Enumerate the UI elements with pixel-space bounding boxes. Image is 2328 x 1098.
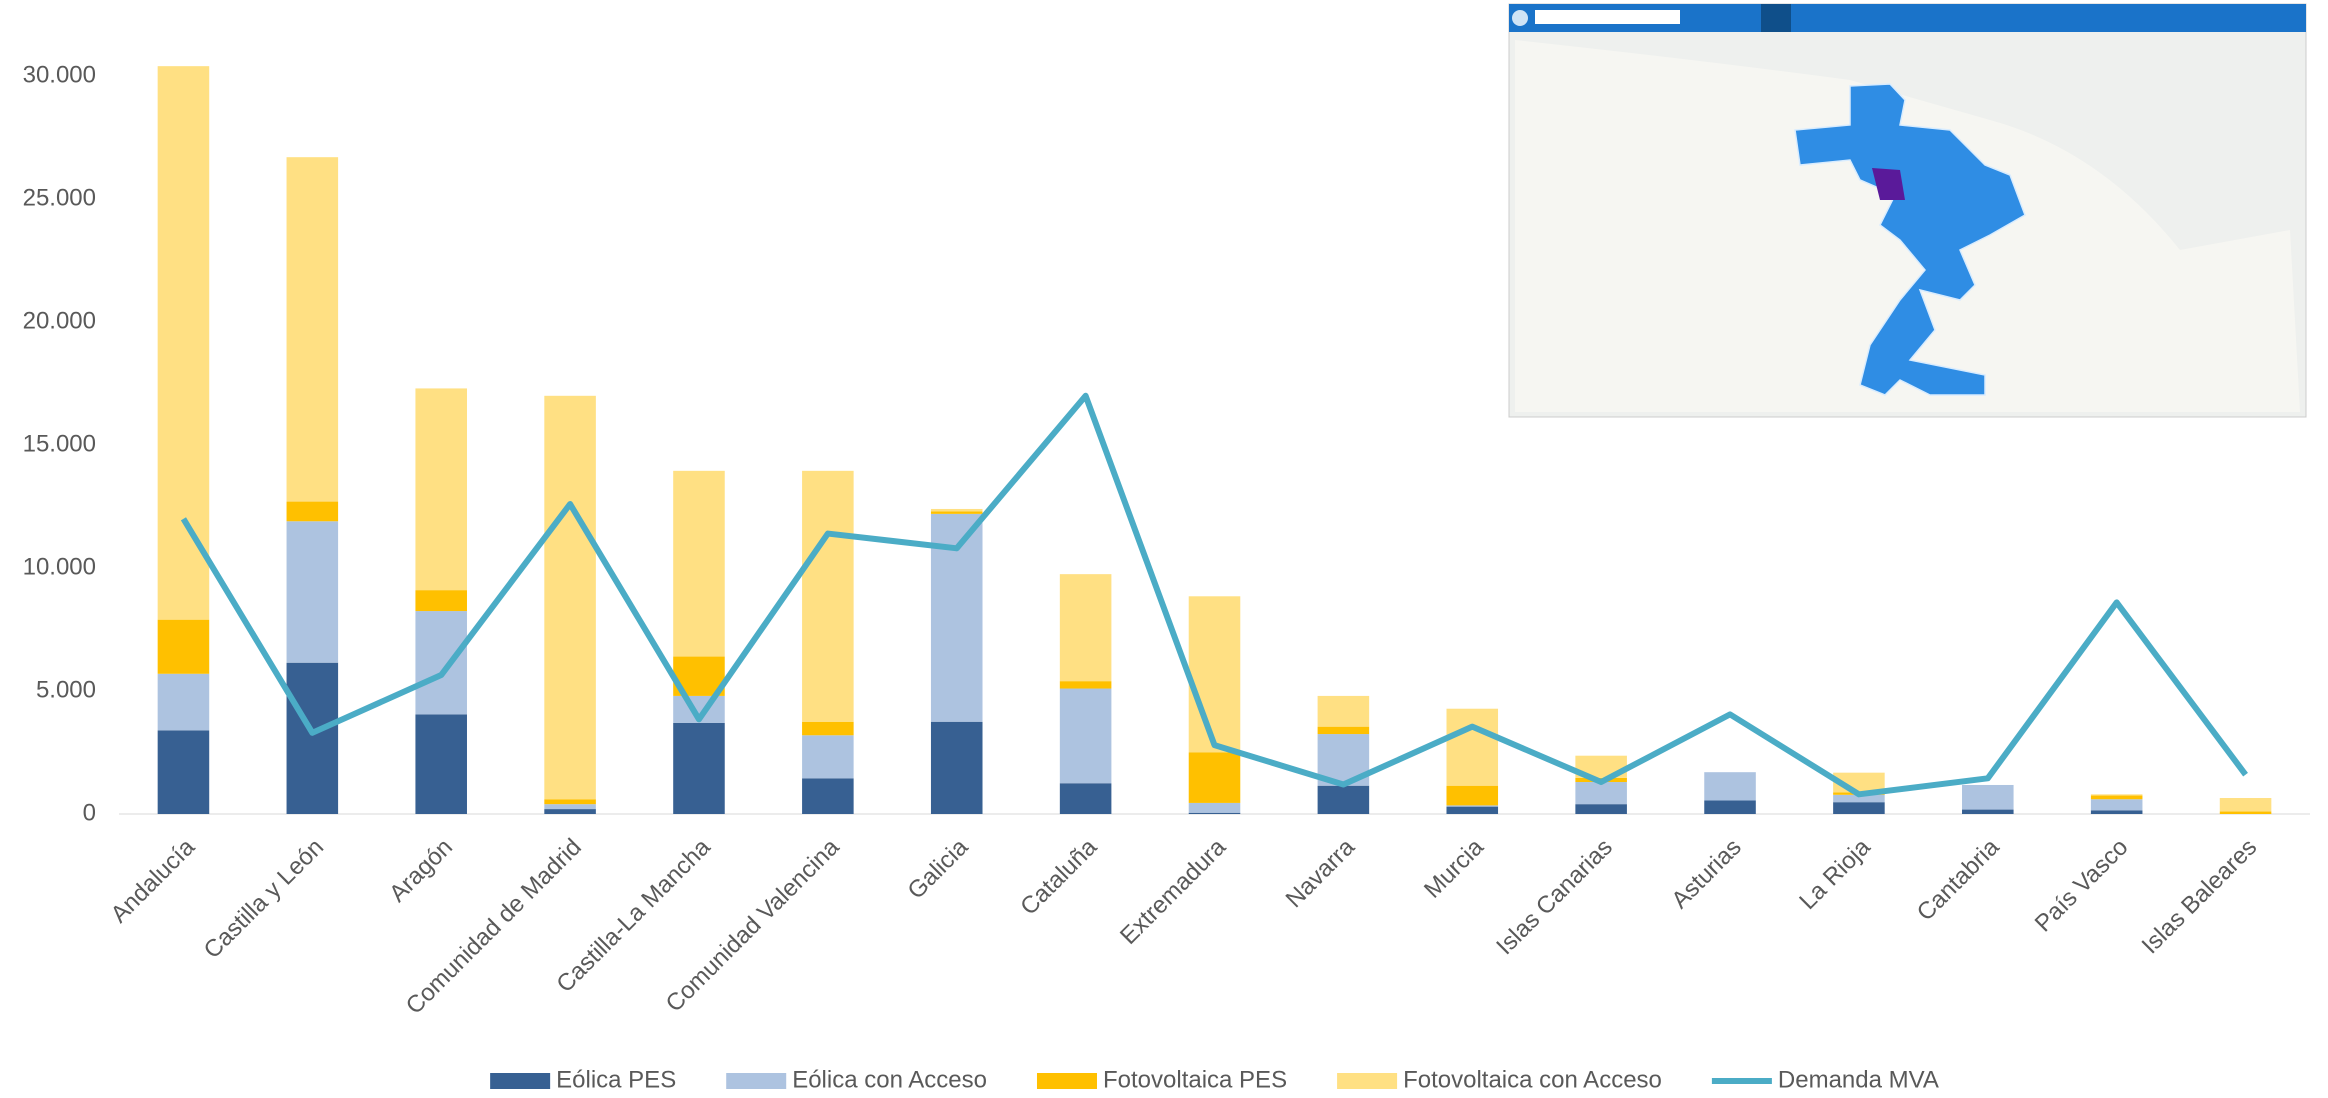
- bar: [1189, 596, 1241, 752]
- y-tick-label: 5.000: [36, 676, 96, 703]
- bar: [802, 471, 854, 722]
- bar: [1446, 805, 1498, 806]
- legend-label: Eólica PES: [556, 1066, 676, 1093]
- bar: [1189, 813, 1241, 814]
- y-tick-label: 0: [83, 799, 96, 826]
- bar: [1704, 772, 1756, 800]
- x-tick-label: Cantabria: [1912, 833, 2005, 926]
- x-tick-label: Galicia: [902, 833, 973, 904]
- legend-marker: [1037, 1073, 1097, 1089]
- y-tick-label: 15.000: [23, 430, 96, 457]
- chart: 0 5.000 10.000 15.000 20.000 25.000 30.000 Anda…: [0, 0, 2328, 1098]
- bar: [1060, 689, 1112, 784]
- legend-marker: [1337, 1073, 1397, 1089]
- bar: [287, 521, 339, 662]
- bar: [544, 804, 596, 809]
- bar: [1446, 786, 1498, 806]
- x-tick-label: Islas Canarias: [1491, 834, 1618, 961]
- bar: [287, 502, 339, 522]
- legend-label: Eólica con Acceso: [792, 1066, 987, 1093]
- legend-marker: [490, 1073, 550, 1089]
- bar: [1318, 727, 1370, 734]
- bar: [158, 730, 210, 814]
- bar: [2091, 796, 2143, 800]
- x-tick-label: Andalucía: [106, 833, 201, 928]
- y-tick-label: 25.000: [23, 184, 96, 211]
- y-tick-label: 20.000: [23, 307, 96, 334]
- legend-label: Fotovoltaica PES: [1103, 1066, 1287, 1093]
- bar: [415, 388, 467, 590]
- bar: [544, 809, 596, 814]
- x-tick-label: Extremadura: [1115, 833, 1232, 950]
- map-inset: [1509, 4, 2306, 417]
- bar: [1575, 782, 1627, 804]
- bar: [1962, 810, 2014, 814]
- bar: [544, 799, 596, 804]
- x-tick-label: Islas Baleares: [2137, 834, 2263, 960]
- bar: [415, 590, 467, 611]
- bar: [1189, 803, 1241, 813]
- legend-marker: [726, 1073, 786, 1089]
- y-tick-label: 10.000: [23, 553, 96, 580]
- x-tick-label: Asturias: [1666, 834, 1746, 914]
- bar: [1189, 753, 1241, 803]
- map-search-box: [1535, 10, 1680, 24]
- bar: [673, 471, 725, 657]
- bar: [415, 611, 467, 714]
- bar: [544, 396, 596, 799]
- bar: [802, 722, 854, 736]
- map-logo: [1512, 10, 1528, 26]
- x-tick-label: Cataluña: [1015, 833, 1102, 920]
- legend-label: Fotovoltaica con Acceso: [1403, 1066, 1662, 1093]
- bar: [2091, 810, 2143, 814]
- bar: [1318, 696, 1370, 727]
- x-tick-label: Murcia: [1419, 833, 1489, 903]
- bar: [1575, 804, 1627, 814]
- x-tick-label: Navarra: [1281, 833, 1361, 913]
- bar: [802, 735, 854, 778]
- bar: [1060, 574, 1112, 681]
- bar: [1060, 681, 1112, 688]
- x-tick-label: La Rioja: [1794, 833, 1876, 915]
- map-tab: [1761, 4, 1791, 32]
- legend-label: Demanda MVA: [1778, 1066, 1939, 1093]
- bar: [673, 723, 725, 814]
- bar: [2091, 794, 2143, 795]
- bar: [802, 778, 854, 814]
- bar: [158, 66, 210, 620]
- legend: Eólica PES Eólica con Acceso Fotovoltaica …: [490, 1066, 1939, 1093]
- bar: [931, 509, 983, 511]
- bar: [1704, 800, 1756, 814]
- bar: [1446, 709, 1498, 786]
- bar: [2220, 812, 2272, 814]
- bar: [2091, 799, 2143, 810]
- bar: [1446, 807, 1498, 814]
- x-tick-label: Castilla y León: [199, 834, 329, 964]
- bar: [931, 511, 983, 513]
- bar: [1962, 785, 2014, 810]
- bar: [158, 674, 210, 731]
- bar: [287, 157, 339, 501]
- bar: [1318, 786, 1370, 814]
- bar: [415, 714, 467, 814]
- bar: [158, 620, 210, 674]
- bar: [931, 722, 983, 814]
- bar: [1833, 802, 1885, 814]
- x-tick-label: Aragón: [384, 834, 458, 908]
- bar: [287, 663, 339, 814]
- bar: [2220, 798, 2272, 812]
- x-tick-label: País Vasco: [2030, 834, 2134, 938]
- bar: [1060, 783, 1112, 814]
- y-tick-label: 30.000: [23, 61, 96, 88]
